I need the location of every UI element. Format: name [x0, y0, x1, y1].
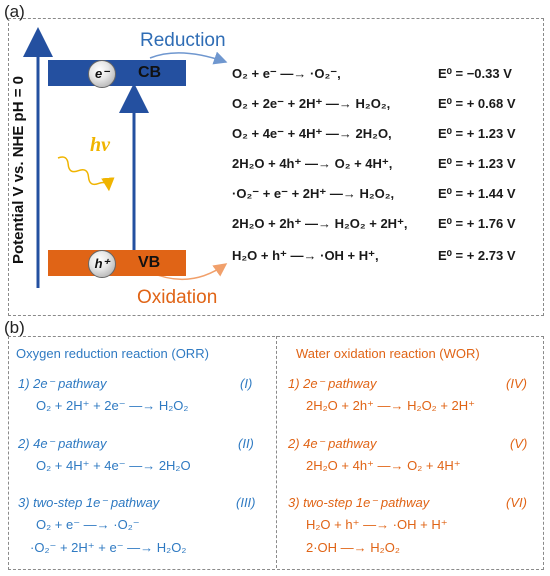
reaction-equation: 2H₂O + 4h⁺ —→ O₂ + 4H⁺,: [232, 156, 393, 171]
hole-icon: h⁺: [88, 250, 116, 278]
valence-band: [48, 250, 186, 276]
wor-equation: 2·OH —→ H₂O₂: [306, 540, 400, 555]
orr-pathway-number: (III): [236, 495, 256, 510]
reaction-potential: E⁰ = + 2.73 V: [438, 248, 516, 263]
orr-equation: O₂ + 4H⁺ + 4e⁻ —→ 2H₂O: [36, 458, 191, 473]
wor-pathway-number: (V): [510, 436, 528, 451]
reaction-potential: E⁰ = + 1.23 V: [438, 126, 516, 141]
wor-pathway-number: (IV): [506, 376, 527, 391]
reaction-equation: ·O₂⁻ + e⁻ + 2H⁺ —→ H₂O₂,: [232, 186, 395, 201]
reaction-equation: H₂O + h⁺ —→ ·OH + H⁺,: [232, 248, 379, 263]
orr-title: Oxygen reduction reaction (ORR): [16, 346, 209, 361]
wor-title: Water oxidation reaction (WOR): [296, 346, 480, 361]
orr-equation: O₂ + e⁻ —→ ·O₂⁻: [36, 517, 140, 532]
panel-b-label: (b): [4, 318, 25, 337]
wor-equation: H₂O + h⁺ —→ ·OH + H⁺: [306, 517, 448, 532]
wor-pathway-title: 2) 4e⁻ pathway: [288, 436, 377, 451]
wor-pathway-title: 1) 2e⁻ pathway: [288, 376, 377, 391]
reaction-equation: O₂ + 2e⁻ + 2H⁺ —→ H₂O₂,: [232, 96, 391, 111]
orr-equation: ·O₂⁻ + 2H⁺ + e⁻ —→ H₂O₂: [30, 540, 187, 555]
wor-pathway-title: 3) two-step 1e⁻ pathway: [288, 495, 430, 510]
cb-label: CB: [138, 64, 162, 81]
reaction-equation: 2H₂O + 2h⁺ —→ H₂O₂ + 2H⁺,: [232, 216, 408, 231]
oxidation-label: Oxidation: [137, 287, 218, 308]
wor-pathway-number: (VI): [506, 495, 527, 510]
reaction-potential: E⁰ = + 1.44 V: [438, 186, 516, 201]
orr-pathway-title: 1) 2e⁻ pathway: [18, 376, 107, 391]
orr-pathway-title: 2) 4e⁻ pathway: [18, 436, 107, 451]
reaction-potential: E⁰ = −0.33 V: [438, 66, 512, 81]
reaction-equation: O₂ + 4e⁻ + 4H⁺ —→ 2H₂O,: [232, 126, 392, 141]
reaction-potential: E⁰ = + 1.23 V: [438, 156, 516, 171]
electron-icon: e⁻: [88, 60, 116, 88]
orr-equation: O₂ + 2H⁺ + 2e⁻ —→ H₂O₂: [36, 398, 189, 413]
reaction-equation: O₂ + e⁻ —→ ·O₂⁻,: [232, 66, 341, 81]
photon-label: hν: [90, 134, 110, 156]
orr-pathway-number: (I): [240, 376, 253, 391]
reduction-label: Reduction: [140, 30, 226, 51]
orr-pathway-title: 3) two-step 1e⁻ pathway: [18, 495, 160, 510]
conduction-band: [48, 60, 186, 86]
orr-pathway-number: (II): [238, 436, 254, 451]
reduction-arrow: [149, 51, 228, 65]
panel-a-label: (a): [4, 2, 25, 21]
wor-equation: 2H₂O + 2h⁺ —→ H₂O₂ + 2H⁺: [306, 398, 476, 413]
vb-label: VB: [138, 254, 161, 271]
panel-b-divider: [276, 336, 277, 568]
reaction-potential: E⁰ = + 1.76 V: [438, 216, 516, 231]
wor-equation: 2H₂O + 4h⁺ —→ O₂ + 4H⁺: [306, 458, 461, 473]
reaction-potential: E⁰ = + 0.68 V: [438, 96, 516, 111]
photon-wave: [57, 156, 115, 192]
panel-a-frame: [8, 18, 544, 316]
